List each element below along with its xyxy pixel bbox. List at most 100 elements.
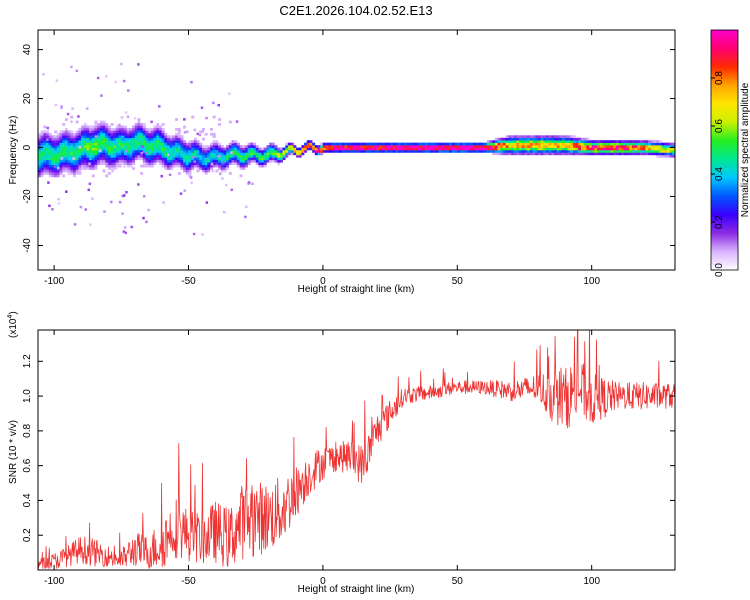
spectrogram-cell [470,150,474,153]
spectrogram-cell [156,152,160,156]
spectrogram-cell [156,132,160,136]
spectrogram-cell [287,150,291,153]
spectrogram-cell [83,137,87,141]
spectrogram-cell [153,125,157,129]
spectrogram-cell [228,159,232,163]
spectrogram-cell [430,142,434,146]
spectrogram-outlier [168,173,172,177]
spectrogram-cell [567,135,571,139]
spectrogram-cell [180,142,184,146]
spectrogram-cell [67,130,71,134]
spectrogram-cell [244,162,248,165]
spectrogram-outlier [110,200,113,204]
spectrogram-cell [129,159,133,163]
spectrogram-cell [134,132,138,136]
spectrogram-cell [218,150,222,153]
spectrogram-outlier [183,118,186,121]
spectrogram-cell [99,150,103,153]
spectrogram-cell [169,152,173,156]
spectrogram-cell [70,145,74,148]
spectrogram-cell [81,125,84,129]
spectrogram-cell [586,140,590,143]
spectrogram-cell [156,125,160,129]
spectrogram-outlier [145,220,148,224]
spectrogram-cell [564,137,568,141]
spectrogram-cell [556,142,560,146]
spectrogram-outlier [118,123,121,127]
spectrogram-cell [669,145,673,148]
spectrogram-cell [62,130,66,134]
spectrogram-cell [255,157,259,161]
spectrogram-cell [457,145,461,148]
spectrogram-cell [634,140,638,143]
spectrogram-cell [400,150,404,153]
spectrogram-cell [470,145,474,148]
spectrogram-outlier [222,211,226,214]
spectrogram-cell [75,120,79,124]
spectrogram-cell [648,140,652,143]
spectrogram-cell [527,145,531,148]
spectrogram-cell [145,162,149,165]
spectrogram-cell [158,142,162,146]
spectrogram-cell [261,150,265,153]
spectrogram-cell [191,164,195,168]
spectrogram-cell [274,154,278,158]
spectrogram-cell [126,147,130,151]
spectrogram-cell [113,167,117,170]
spectrogram-cell [355,145,359,148]
spectrogram-cell [99,152,103,156]
spectrogram-cell [89,132,93,136]
spectrogram-cell [269,152,273,156]
spectrogram-cell [43,162,47,165]
spectrogram-cell [263,157,267,161]
spectrogram-cell [102,169,106,173]
spectrogram-cell [97,140,101,143]
spectrogram-cell [150,132,154,136]
spectrogram-cell [618,145,622,148]
spectrogram-cell [511,137,515,141]
spectrogram-cell [180,145,184,148]
spectrogram-cell [462,147,466,151]
spectrogram-cell [215,150,219,153]
spectrogram-cell [414,147,418,151]
spectrogram-cell [416,150,420,153]
spectrogram-cell [540,145,544,148]
spectrogram-cell [454,150,458,153]
spectrogram-cell [226,147,230,151]
spectrogram-cell [247,162,251,165]
spectrogram-cell [99,145,103,148]
spectrogram-cell [142,154,146,158]
spectrogram-cell [532,150,536,153]
spectrogram-cell [94,167,98,170]
spectrogram-cell [118,162,122,165]
spectrogram-cell [513,142,517,146]
spectrogram-cell [121,147,125,151]
spectrogram-cell [175,137,179,141]
spectrogram-cell [142,123,146,126]
spectrogram-cell [379,145,383,148]
spectrogram-cell [140,125,144,129]
spectrogram-cell [352,142,356,146]
spectrogram-cell [220,150,224,153]
spectrogram-cell [148,164,152,168]
spectrogram-cell [177,137,181,141]
spectrogram-cell [583,142,587,146]
spectrogram-cell [113,150,117,153]
spectrogram-cell [118,132,122,136]
spectrogram-cell [301,150,305,153]
spectrogram-cell [613,147,617,151]
spectrogram-cell [567,152,571,156]
spectrogram-cell [602,142,606,146]
spectrogram-cell [59,162,63,165]
spectrogram-cell [169,145,173,148]
spectrogram-cell [161,142,165,146]
spectrogram-cell [344,147,348,151]
spectrogram-cell [83,150,87,153]
spectrogram-cell [70,150,74,153]
spectrogram-cell [140,147,144,151]
spectrogram-cell [212,152,216,156]
spectrogram-cell [183,140,187,143]
spectrogram-cell [115,159,119,163]
spectrogram-cell [322,147,326,151]
